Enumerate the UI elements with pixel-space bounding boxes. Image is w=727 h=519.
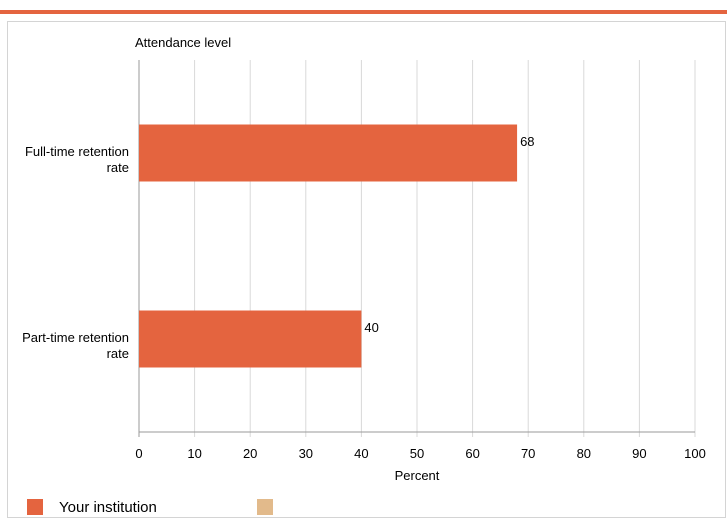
gridlines (138, 60, 696, 437)
x-tick-label: 30 (299, 446, 313, 461)
x-tick-label: 80 (577, 446, 591, 461)
category-label: Full-time retention rate (25, 144, 129, 175)
x-tick-label: 0 (135, 446, 142, 461)
x-tick-labels: 0 10 20 30 40 50 60 70 80 90 100 (135, 446, 705, 461)
x-tick-label: 50 (410, 446, 424, 461)
legend-label-your-institution: Your institution (59, 499, 157, 516)
x-tick-label: 40 (354, 446, 368, 461)
bars: 68 40 (139, 124, 535, 368)
data-label: 68 (520, 134, 534, 149)
legend-swatch-your-institution (27, 499, 43, 515)
x-tick-label: 70 (521, 446, 535, 461)
bar (139, 310, 362, 368)
x-tick-label: 10 (187, 446, 201, 461)
chart-panel (7, 21, 726, 518)
legend-swatch-comparison (257, 499, 273, 515)
axis-title: Attendance level (135, 35, 231, 50)
top-accent-rule (0, 10, 727, 14)
x-tick-label: 60 (465, 446, 479, 461)
x-tick-label: 20 (243, 446, 257, 461)
x-tick-label: 100 (684, 446, 706, 461)
bar (139, 124, 518, 182)
data-label: 40 (364, 320, 378, 335)
category-labels: Full-time retention rate Part-time retenti… (22, 144, 129, 361)
category-label: Part-time retention rate (22, 330, 129, 361)
x-tick-label: 90 (632, 446, 646, 461)
x-axis-label: Percent (395, 468, 440, 483)
